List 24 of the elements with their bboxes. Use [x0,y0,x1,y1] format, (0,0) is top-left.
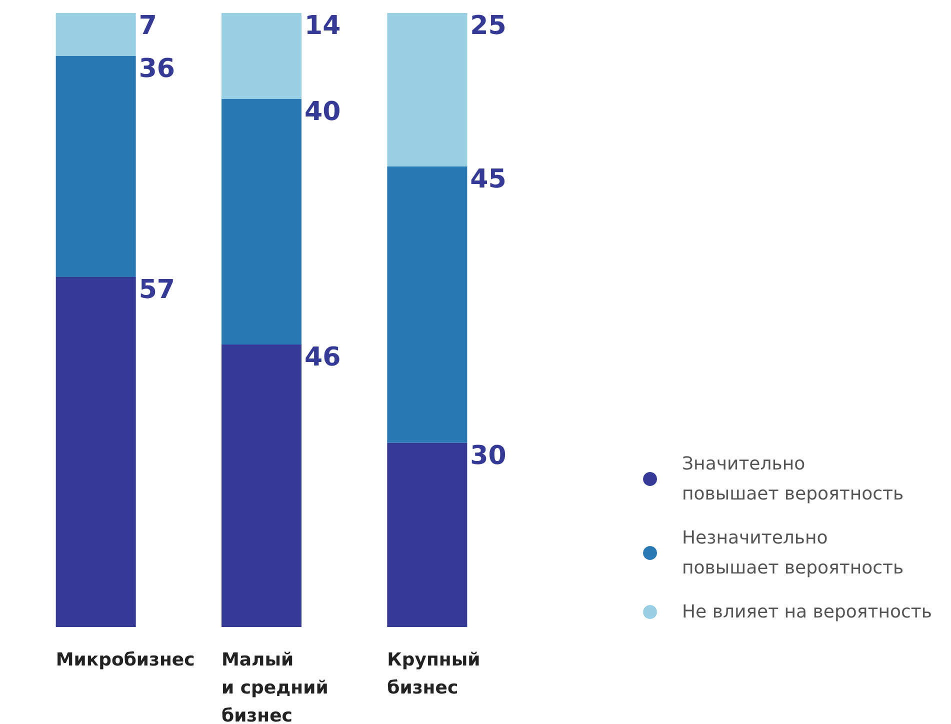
legend-label: Не влияет на вероятность [682,602,932,622]
data-label: 36 [138,54,176,84]
bar [56,56,136,278]
bar [387,13,468,166]
x-tick-label: Крупный бизнес [387,650,480,698]
data-label: 30 [470,440,506,471]
bar [222,344,302,627]
x-tick-label: Малый и средний бизнес [222,650,328,724]
bar [222,98,302,345]
data-label: 14 [304,11,341,41]
bar [56,277,136,627]
data-label: 25 [470,11,506,41]
legend-label: Незначительно повышает вероятность [682,528,904,578]
bar [56,13,136,56]
legend-label: Значительно повышает вероятность [682,454,904,504]
data-label: 7 [138,11,157,41]
bar [387,166,468,443]
data-label: 46 [304,342,341,373]
x-tick-label: Микробизнес [56,650,195,670]
data-label: 40 [304,96,341,127]
bar [387,442,468,627]
bar [222,13,302,99]
data-label: 57 [138,275,176,306]
data-label: 45 [470,164,506,194]
